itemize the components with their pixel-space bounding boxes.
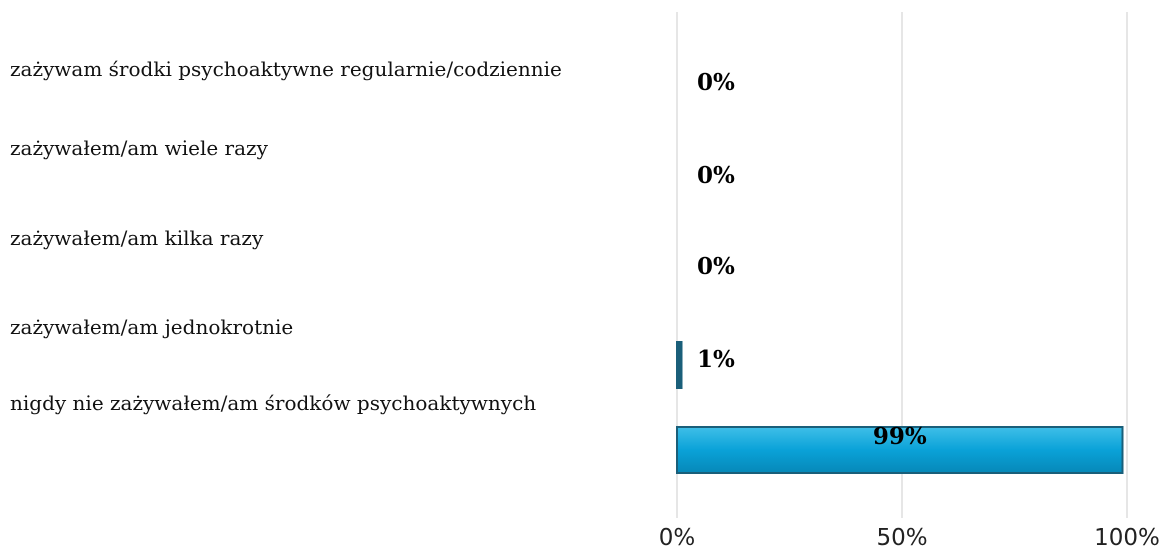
labels: 0% 50% 100% zażywam środki psychoaktywne re… (10, 57, 1160, 551)
category-label: zażywam środki psychoaktywne regularnie/… (10, 57, 562, 81)
bars (676, 341, 1124, 474)
value-label: 0% (697, 253, 735, 280)
category-label: zażywałem/am jednokrotnie (10, 315, 293, 339)
bar (676, 341, 683, 389)
category-label: zażywałem/am wiele razy (10, 136, 269, 160)
value-label: 99% (873, 423, 927, 450)
value-label: 0% (697, 162, 735, 189)
x-tick-label: 0% (659, 525, 696, 551)
value-label: 0% (697, 69, 735, 96)
value-label: 1% (697, 346, 735, 373)
x-tick-label: 100% (1094, 525, 1160, 551)
bar (676, 426, 1124, 474)
category-label: nigdy nie zażywałem/am środków psychoakt… (10, 391, 536, 415)
category-label: zażywałem/am kilka razy (10, 226, 264, 250)
x-tick-label: 50% (876, 525, 927, 551)
